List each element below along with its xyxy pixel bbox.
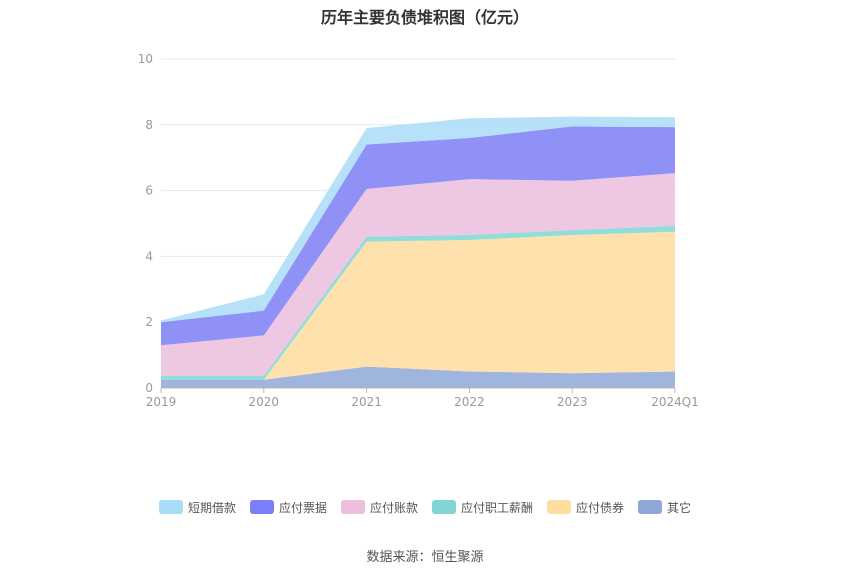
- legend-swatch: [158, 500, 183, 514]
- y-tick-label: 6: [145, 184, 153, 198]
- y-tick-label: 8: [145, 118, 153, 132]
- area-series-应付职工薪酬: [161, 225, 675, 380]
- legend-label: 应付职工薪酬: [461, 500, 534, 515]
- legend-swatch: [638, 500, 663, 514]
- legend-label: 应付票据: [278, 500, 327, 515]
- x-tick-label: 2024Q1: [651, 395, 699, 409]
- legend-item[interactable]: 应付账款: [340, 499, 418, 516]
- legend-swatch: [249, 500, 274, 514]
- area-series-应付账款: [161, 173, 675, 376]
- legend-item[interactable]: 应付票据: [249, 499, 327, 516]
- area-series-应付票据: [161, 126, 675, 346]
- legend: 短期借款 应付票据 应付账款 应付职工薪酬 应付债券 其它: [0, 497, 850, 517]
- x-tick-label: 2020: [249, 395, 280, 409]
- legend-item[interactable]: 应付职工薪酬: [432, 499, 533, 516]
- legend-item[interactable]: 应付债券: [547, 499, 624, 516]
- y-tick-label: 2: [145, 315, 153, 329]
- legend-swatch: [340, 500, 365, 514]
- legend-swatch: [432, 500, 456, 514]
- y-tick-label: 4: [145, 249, 153, 263]
- legend-item[interactable]: 短期借款: [158, 499, 236, 516]
- area-series-其它: [161, 366, 675, 388]
- legend-label: 其它: [667, 500, 692, 515]
- chart-title: 历年主要负债堆积图（亿元）: [320, 8, 529, 27]
- legend-swatch: [547, 500, 572, 514]
- y-tick-label: 10: [138, 52, 153, 66]
- legend-item[interactable]: 其它: [638, 499, 691, 516]
- legend-label: 应付账款: [369, 500, 418, 515]
- y-tick-label: 0: [145, 381, 153, 395]
- legend-label: 短期借款: [187, 500, 236, 515]
- x-tick-label: 2019: [146, 395, 177, 409]
- area-series-应付债券: [161, 231, 675, 380]
- x-tick-label: 2023: [557, 395, 588, 409]
- legend-label: 应付债券: [576, 500, 625, 515]
- x-tick-label: 2021: [351, 395, 382, 409]
- data-source: 数据来源：恒生聚源: [366, 550, 484, 565]
- x-tick-label: 2022: [454, 395, 485, 409]
